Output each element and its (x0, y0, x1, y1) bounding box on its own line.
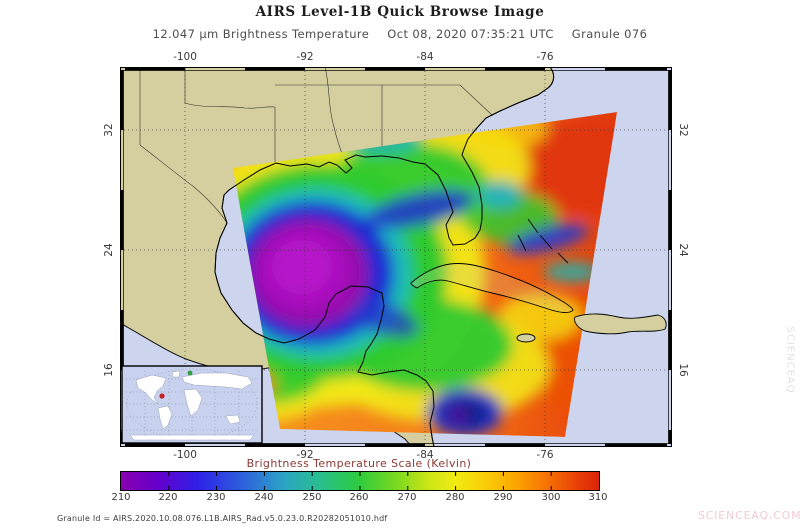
inset-australia (225, 414, 241, 425)
subtitle: 12.047 μm Brightness Temperature Oct 08,… (0, 27, 800, 41)
subtitle-granule: Granule 076 (571, 27, 648, 41)
satellite-swath (233, 112, 617, 437)
colorbar-tick-label: 300 (541, 492, 561, 503)
inset-antarctica (129, 434, 255, 441)
colorbar-tick-label: 280 (445, 492, 465, 503)
islands (410, 218, 667, 343)
map-frame (120, 67, 672, 447)
lon-tick-bottom: -84 (416, 449, 434, 461)
colorbar-tick-label: 260 (349, 492, 369, 503)
inset-south-america (157, 405, 173, 430)
lat-tick-left: 32 (103, 123, 115, 137)
lat-tick-right: 24 (677, 243, 689, 257)
inset-north-marker (187, 370, 193, 376)
lon-tick-top: -92 (296, 51, 314, 63)
lon-tick-top: -100 (173, 51, 197, 63)
colorbar (120, 471, 600, 491)
subtitle-product: 12.047 μm Brightness Temperature (152, 27, 370, 41)
lat-tick-right: 16 (677, 363, 689, 377)
watermark-side-text: SCIENCEAQ (784, 326, 796, 394)
inset-granule-marker (159, 393, 165, 399)
island-jamaica (516, 333, 536, 343)
colorbar-tick-label: 230 (206, 492, 226, 503)
colorbar-ticks (168, 472, 552, 490)
colorbar-tick-label: 270 (397, 492, 417, 503)
lon-tick-bottom: -92 (296, 449, 314, 461)
colorbar-tick-label: 310 (588, 492, 608, 503)
lat-tick-left: 16 (103, 363, 115, 377)
colorbar-tick-label: 240 (254, 492, 274, 503)
lon-tick-bottom: -100 (173, 449, 197, 461)
colorbar-tick-label: 290 (493, 492, 513, 503)
inset-greenland (171, 370, 181, 378)
island-cuba (410, 263, 574, 313)
colorbar-title: Brightness Temperature Scale (Kelvin) (246, 457, 472, 470)
map-canvas (120, 67, 672, 447)
lat-tick-left: 24 (103, 243, 115, 257)
inset-africa (183, 388, 203, 417)
granule-id-text: Granule Id = AIRS.2020.10.08.076.L1B.AIR… (57, 514, 388, 523)
map-plot (120, 67, 672, 447)
lon-tick-top: -76 (536, 51, 554, 63)
lat-tick-right: 32 (677, 123, 689, 137)
watermark-text: SCIENCEAQ.COM (698, 509, 800, 522)
lon-tick-top: -84 (416, 51, 434, 63)
colorbar-tick-label: 210 (111, 492, 131, 503)
page-title: AIRS Level-1B Quick Browse Image (255, 4, 545, 20)
world-locator-inset (121, 365, 263, 444)
island-hispaniola (574, 313, 667, 335)
inset-eurasia (181, 372, 253, 390)
lon-tick-bottom: -76 (536, 449, 554, 461)
coastlines (214, 67, 555, 447)
inset-north-america (135, 374, 167, 405)
colorbar-tick-label: 250 (302, 492, 322, 503)
islands-bahamas (517, 218, 569, 264)
colorbar-tick-label: 220 (158, 492, 178, 503)
subtitle-datetime: Oct 08, 2020 07:35:21 UTC (387, 27, 554, 41)
